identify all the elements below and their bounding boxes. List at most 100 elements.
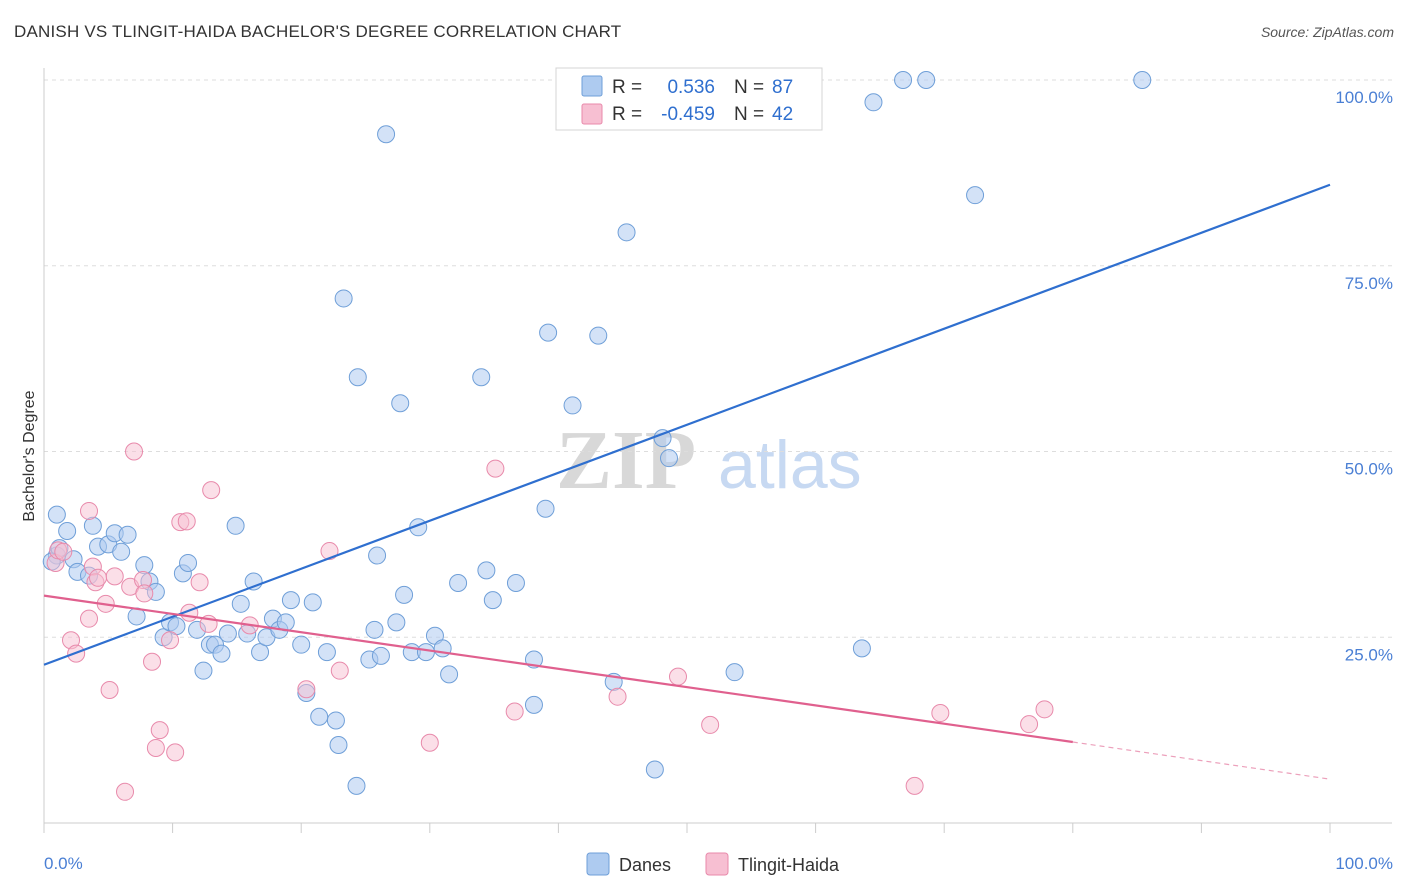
tlingit-haida-point: [1020, 715, 1039, 734]
tlingit-haida-point: [608, 687, 627, 706]
danes-point: [118, 525, 137, 544]
danes-point: [292, 635, 311, 654]
legend-n-value-danes: 87: [772, 77, 793, 98]
tlingit-haida-point: [146, 738, 165, 757]
danes-point: [483, 591, 502, 610]
tlingit-haida-point: [143, 652, 162, 671]
tlingit-haida-point: [701, 715, 720, 734]
danes-point: [368, 546, 387, 565]
legend-r-value-tlingit-haida: -0.459: [661, 104, 715, 125]
y-tick-label: 25.0%: [1345, 645, 1393, 664]
danes-point: [1133, 71, 1152, 89]
y-tick-label: 100.0%: [1335, 88, 1393, 107]
danes-point: [852, 639, 871, 658]
tlingit-haida-point: [125, 442, 144, 461]
y-tick-label: 75.0%: [1345, 274, 1393, 293]
legend-n-label-tlingit-haida: N =: [734, 104, 764, 125]
y-axis-label: Bachelor's Degree: [21, 390, 38, 521]
danes-point: [539, 323, 558, 342]
legend-swatch-danes: [581, 75, 603, 97]
x-tick-label: 0.0%: [44, 854, 83, 873]
tlingit-haida-point: [931, 704, 950, 723]
tlingit-haida-point: [89, 568, 108, 587]
danes-point: [966, 186, 985, 205]
danes-point: [864, 93, 883, 112]
tlingit-haida-point: [135, 584, 154, 603]
danes-point: [645, 760, 664, 779]
bottom-legend-swatch-tlingit-haida: [705, 852, 729, 876]
tlingit-haida-point: [202, 481, 221, 500]
tlingit-haida-point: [320, 542, 339, 561]
tlingit-haida-point: [80, 609, 99, 628]
danes-point: [112, 542, 131, 561]
trend-lines: [43, 183, 1331, 780]
danes-point: [83, 516, 102, 535]
danes-point: [416, 643, 435, 662]
danes-point: [251, 643, 270, 662]
tlingit-haida-point: [166, 743, 185, 762]
tlingit-haida-point: [161, 631, 180, 650]
danes-trend-line: [43, 183, 1331, 666]
legend-n-label-danes: N =: [734, 77, 764, 98]
danes-point: [329, 735, 348, 754]
tlingit-haida-point: [80, 501, 99, 520]
danes-point: [477, 561, 496, 580]
danes-point: [506, 574, 525, 593]
tlingit-haida-point: [905, 776, 924, 795]
bottom-legend-label-tlingit-haida: Tlingit-Haida: [738, 855, 840, 875]
danes-point: [310, 707, 329, 726]
danes-point: [524, 695, 543, 714]
grid: [44, 79, 1392, 638]
tlingit-haida-point: [190, 573, 209, 592]
danes-point: [659, 449, 678, 468]
tlingit-haida-point: [150, 721, 169, 740]
tlingit-haida-trend-line: [43, 594, 1073, 744]
tlingit-haida-trend-extension: [1072, 741, 1331, 780]
danes-point: [377, 125, 396, 144]
bottom-legend-swatch-danes: [586, 852, 610, 876]
danes-point: [617, 223, 636, 242]
legend-r-label-tlingit-haida: R =: [612, 104, 642, 125]
tlingit-haida-point: [54, 542, 73, 561]
danes-point: [326, 711, 345, 730]
danes-point: [917, 71, 936, 89]
x-tick-label: 100.0%: [1335, 854, 1393, 873]
tlingit-haida-point: [105, 567, 124, 586]
series-legend: Danes Tlingit-Haida: [586, 852, 840, 876]
tlingit-haida-series: [46, 442, 1054, 801]
danes-point: [894, 71, 913, 89]
danes-point: [365, 620, 384, 639]
tlingit-haida-point: [330, 661, 349, 680]
danes-point: [440, 665, 459, 684]
danes-point: [334, 289, 353, 308]
tlingit-haida-point: [420, 733, 439, 752]
danes-point: [725, 663, 744, 682]
chart-title: DANISH VS TLINGIT-HAIDA BACHELOR'S DEGRE…: [14, 22, 622, 41]
danes-point: [47, 505, 66, 524]
bottom-legend-label-danes: Danes: [619, 855, 671, 875]
danes-point: [433, 639, 452, 658]
danes-point: [395, 585, 414, 604]
tlingit-haida-point: [1035, 700, 1054, 719]
tlingit-haida-point: [100, 681, 119, 700]
danes-point: [194, 661, 213, 680]
legend-r-value-danes: 0.536: [667, 77, 715, 98]
danes-point: [472, 368, 491, 387]
danes-point: [135, 556, 154, 575]
danes-point: [218, 624, 237, 643]
tlingit-haida-point: [116, 782, 135, 801]
danes-point: [212, 644, 231, 663]
source-label: Source: ZipAtlas.com: [1260, 24, 1394, 40]
tlingit-haida-point: [668, 667, 687, 686]
legend-swatch-tlingit-haida: [581, 103, 603, 125]
danes-point: [563, 396, 582, 415]
danes-point: [449, 574, 468, 593]
legend-r-label-danes: R =: [612, 77, 642, 98]
danes-point: [317, 643, 336, 662]
danes-point: [226, 516, 245, 535]
danes-point: [281, 591, 300, 610]
danes-point: [231, 594, 250, 613]
danes-point: [387, 613, 406, 632]
axes: 25.0% 50.0% 75.0% 100.0% 0.0% 100.0%: [43, 68, 1393, 873]
